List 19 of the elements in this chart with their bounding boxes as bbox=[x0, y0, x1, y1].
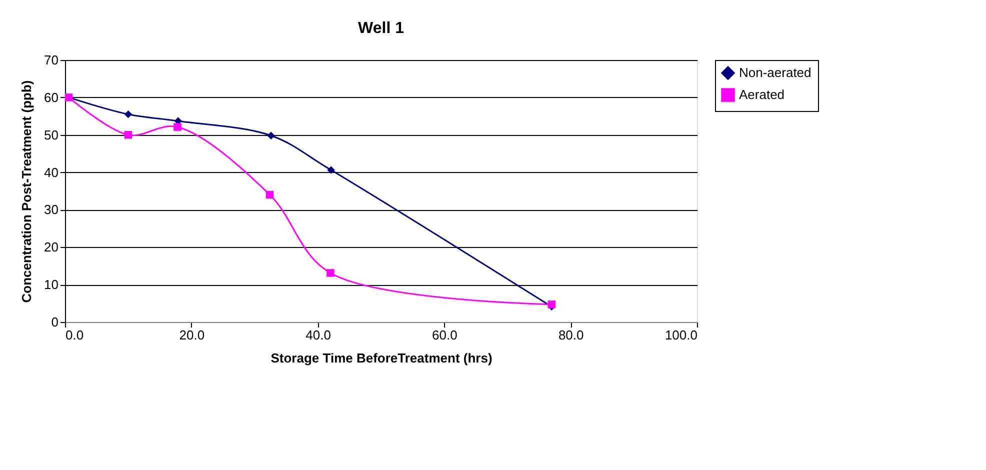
legend-label: Non-aerated bbox=[739, 65, 812, 80]
y-tick-label: 20 bbox=[44, 240, 58, 255]
x-axis-title: Storage Time BeforeTreatment (hrs) bbox=[270, 350, 492, 366]
x-tick-label: 60.0 bbox=[432, 328, 458, 342]
x-tick-label: 100.0 bbox=[664, 328, 698, 342]
legend-label: Aerated bbox=[739, 87, 785, 102]
y-tick-label: 0 bbox=[51, 314, 58, 330]
y-tick-label: 70 bbox=[44, 52, 58, 68]
y-tick-label: 60 bbox=[44, 90, 58, 105]
y-tick-label: 50 bbox=[44, 127, 58, 142]
y-tick-label: 40 bbox=[44, 164, 58, 180]
x-tick-label: 40.0 bbox=[306, 328, 331, 342]
x-tick-label: 20.0 bbox=[179, 328, 205, 342]
y-tick-label: 10 bbox=[44, 277, 58, 292]
y-tick-label: 30 bbox=[44, 202, 58, 218]
y-axis-title: Concentration Post-Treatment (ppb) bbox=[19, 80, 34, 303]
x-tick-label: 0.0 bbox=[66, 328, 84, 342]
chart-title: Well 1 bbox=[358, 20, 404, 37]
x-tick-label: 80.0 bbox=[558, 328, 584, 342]
